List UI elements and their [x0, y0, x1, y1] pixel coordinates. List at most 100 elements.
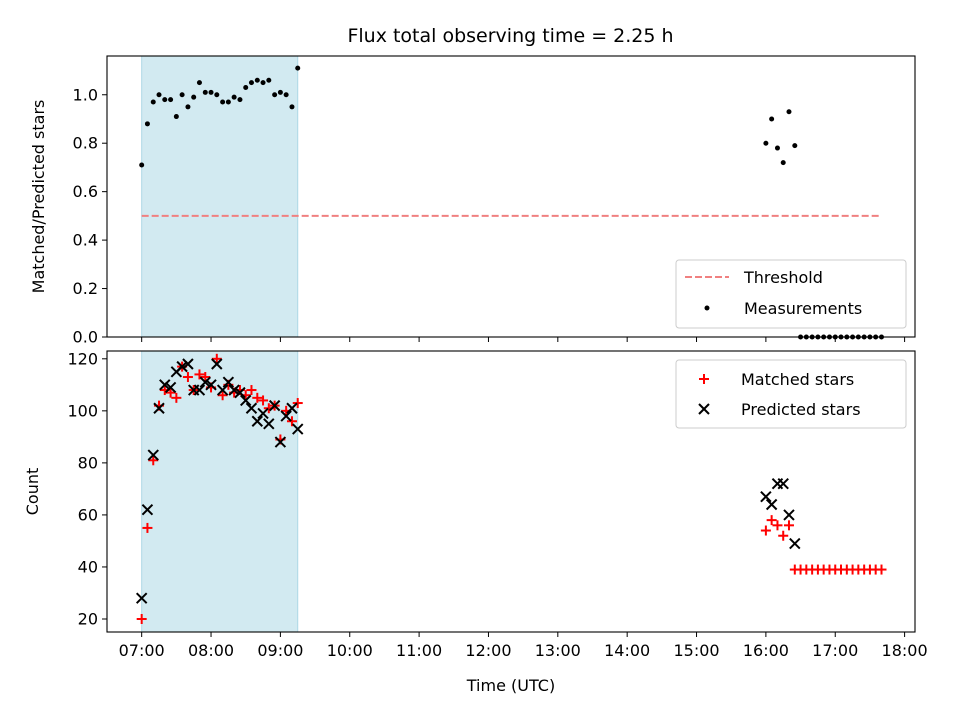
measurement-point	[248, 80, 254, 86]
predicted-star-point	[164, 381, 177, 394]
measurement-point	[144, 121, 150, 127]
legend-plus-marker	[699, 374, 709, 384]
predicted-star-point	[783, 509, 795, 521]
x-tick-label: 08:00	[188, 641, 234, 660]
measurement-point	[277, 89, 283, 95]
measurement-point	[780, 160, 786, 166]
measurement-point	[272, 92, 278, 98]
measurement-point	[139, 162, 145, 168]
observing-span	[141, 55, 299, 338]
matched-star-point	[217, 390, 228, 401]
x-tick-label: 14:00	[604, 641, 650, 660]
measurement-point	[243, 84, 249, 90]
predicted-star-point	[141, 504, 154, 516]
predicted-star-point	[257, 407, 269, 420]
measurement-point	[202, 89, 208, 95]
predicted-star-point	[216, 384, 229, 396]
predicted-star-point	[245, 402, 258, 414]
top-axes-frame	[106, 55, 916, 338]
predicted-star-point	[251, 415, 264, 427]
y-tick-label: 120	[67, 349, 98, 368]
matched-star-point	[211, 353, 222, 364]
predicted-star-point	[182, 358, 194, 370]
matched-star-point	[286, 416, 297, 427]
predicted-star-point	[240, 394, 252, 407]
legend-matched-label: Matched stars	[741, 370, 854, 389]
measurement-point	[225, 99, 231, 105]
y-tick-label: 0.4	[73, 231, 98, 250]
matched-star-point	[778, 530, 789, 541]
measurement-point	[786, 109, 792, 115]
x-tick-label: 16:00	[743, 641, 789, 660]
predicted-star-point	[159, 379, 171, 391]
legend-measurements-label: Measurements	[744, 299, 862, 318]
measurement-point	[214, 92, 220, 98]
matched-star-point	[246, 385, 257, 396]
y-tick-label: 80	[78, 453, 98, 472]
top-panel: 0.0 0.2 0.4 0.6 0.8 1.0 Matched/Predicted sta…	[29, 55, 916, 347]
matched-star-point	[258, 395, 269, 406]
measurement-point	[283, 92, 289, 98]
measurement-point	[220, 99, 226, 105]
measurement-point	[168, 97, 174, 103]
top-y-axis-label: Matched/Predicted stars	[29, 100, 48, 294]
x-tick-label: 18:00	[882, 641, 928, 660]
predicted-star-point	[274, 436, 287, 448]
matched-star-point	[766, 515, 777, 526]
predicted-star-point	[760, 490, 772, 503]
x-tick-label: 07:00	[119, 641, 165, 660]
matched-star-point	[772, 520, 783, 531]
predicted-stars-points	[135, 358, 801, 604]
bottom-axes-frame	[106, 350, 916, 633]
predicted-star-point	[263, 418, 275, 430]
legend-threshold-label: Threshold	[743, 268, 823, 287]
predicted-star-point	[234, 386, 246, 399]
matched-star-point	[171, 392, 182, 403]
measurement-point	[289, 104, 295, 110]
chart-title: Flux total observing time = 2.25 h	[347, 25, 673, 47]
predicted-star-point	[153, 402, 165, 414]
y-tick-label: 0.8	[73, 134, 98, 153]
x-tick-label: 09:00	[257, 641, 303, 660]
y-tick-label: 1.0	[73, 85, 98, 104]
predicted-star-point	[211, 358, 223, 370]
predicted-star-point	[147, 449, 159, 461]
top-x-ticks	[141, 337, 906, 342]
legend-predicted-label: Predicted stars	[741, 400, 861, 419]
bottom-x-axis: 07:00 08:00 09:00 10:00 11:00 12:00 13:00 14:00…	[119, 632, 928, 660]
legend-matched-swatch	[699, 374, 709, 384]
observing-span	[141, 350, 299, 633]
measurement-point	[196, 80, 202, 86]
x-tick-label: 13:00	[535, 641, 581, 660]
matched-star-point	[142, 522, 153, 533]
predicted-star-point	[228, 384, 240, 396]
measurement-point	[208, 89, 214, 95]
bottom-legend-box	[675, 359, 907, 429]
measurement-point	[156, 92, 162, 98]
predicted-star-point	[222, 376, 235, 388]
predicted-star-point	[292, 423, 304, 435]
top-legend-box	[675, 259, 907, 329]
y-tick-label: 40	[78, 557, 98, 576]
measurement-point	[254, 77, 260, 83]
bottom-y-axis-label: Count	[23, 468, 42, 516]
predicted-star-point	[205, 379, 217, 391]
y-tick-label: 0.2	[73, 279, 98, 298]
y-tick-label: 20	[78, 609, 98, 628]
measurement-point	[150, 99, 156, 105]
measurement-point	[763, 140, 769, 146]
predicted-star-point	[199, 376, 211, 388]
measurement-point	[191, 94, 197, 100]
matched-star-point	[148, 455, 159, 466]
predicted-star-point	[176, 360, 188, 373]
matched-star-point	[194, 369, 205, 380]
measurement-point	[792, 143, 798, 149]
predicted-star-point	[286, 402, 298, 414]
bottom-panel: 20 40 60 80 100 120 07:00 08:00 09:00 10:00 11:00…	[23, 349, 928, 695]
predicted-star-point	[193, 384, 206, 396]
x-tick-label: 10:00	[327, 641, 373, 660]
predicted-star-point	[268, 399, 281, 412]
predicted-star-point	[789, 537, 801, 550]
matched-star-point	[876, 564, 887, 575]
